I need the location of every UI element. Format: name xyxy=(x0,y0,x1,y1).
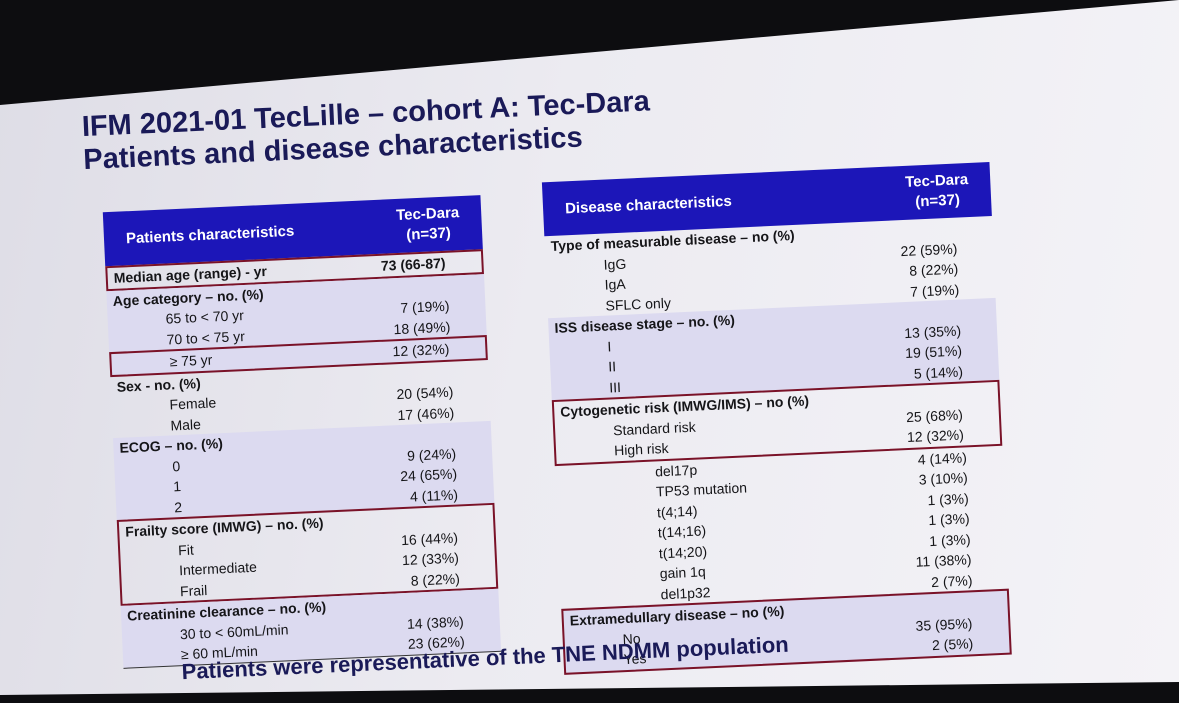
row-label: I xyxy=(607,338,612,355)
slide-title: IFM 2021-01 TecLille – cohort A: Tec-Dar… xyxy=(81,85,652,177)
disease-header-label: Disease characteristics xyxy=(564,192,733,217)
row-label: High risk xyxy=(613,440,669,459)
disease-header-col-line1: Tec-Dara xyxy=(904,171,969,191)
patients-header-column: Tec-Dara (n=37) xyxy=(396,203,461,246)
row-label: Fit xyxy=(177,541,195,558)
high-risk-subgroup: del17p 4 (14%) TP53 mutation 3 (10%) t(4… xyxy=(555,445,1009,609)
row-label: II xyxy=(607,358,617,375)
patients-header-col-line2: (n=37) xyxy=(405,224,452,244)
disease-header-column: Tec-Dara (n=37) xyxy=(905,170,970,213)
row-label: 2 xyxy=(173,498,183,516)
patients-header-col-line1: Tec-Dara xyxy=(395,204,460,224)
disease-header-col-line2: (n=37) xyxy=(914,191,961,211)
disease-table: Disease characteristics Tec-Dara (n=37) … xyxy=(541,162,1012,675)
row-label: 1 xyxy=(172,478,182,495)
row-label: Frail xyxy=(179,581,208,599)
ecog-group: ECOG – no. (%) 0 9 (24%) 1 24 (65%) 2 4 … xyxy=(113,420,495,520)
patients-table: Patients characteristics Tec-Dara (n=37)… xyxy=(102,195,502,669)
slide: IFM 2021-01 TecLille – cohort A: Tec-Dar… xyxy=(24,5,1162,695)
row-label: III xyxy=(608,378,622,396)
row-label: 0 xyxy=(172,457,181,475)
patients-header-label: Patients characteristics xyxy=(125,222,295,247)
row-label: ≥ 75 yr xyxy=(169,351,213,370)
